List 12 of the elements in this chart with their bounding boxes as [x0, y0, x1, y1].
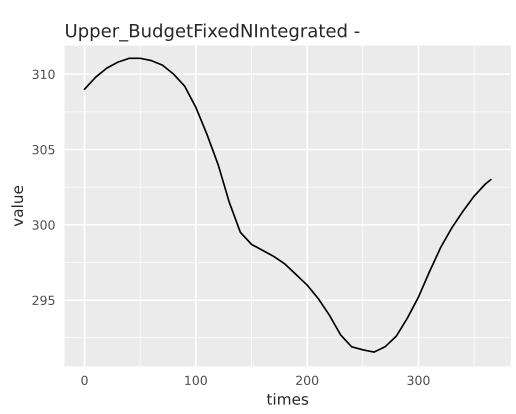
y-axis-title: value — [11, 186, 24, 226]
x-axis-title: times — [266, 393, 308, 405]
chart-title: Upper_BudgetFixedNIntegrated - — [66, 23, 360, 42]
x-tick-label: 0 — [81, 376, 88, 386]
y-tick-label: 305 — [32, 144, 54, 154]
x-tick-label: 200 — [296, 376, 318, 386]
y-tick-label: 300 — [32, 220, 55, 230]
line-series — [84, 58, 492, 353]
y-tick-label: 310 — [32, 70, 55, 80]
y-tick-label: 295 — [32, 296, 54, 306]
x-tick-label: 300 — [407, 376, 430, 386]
x-tick-label: 100 — [185, 376, 207, 386]
